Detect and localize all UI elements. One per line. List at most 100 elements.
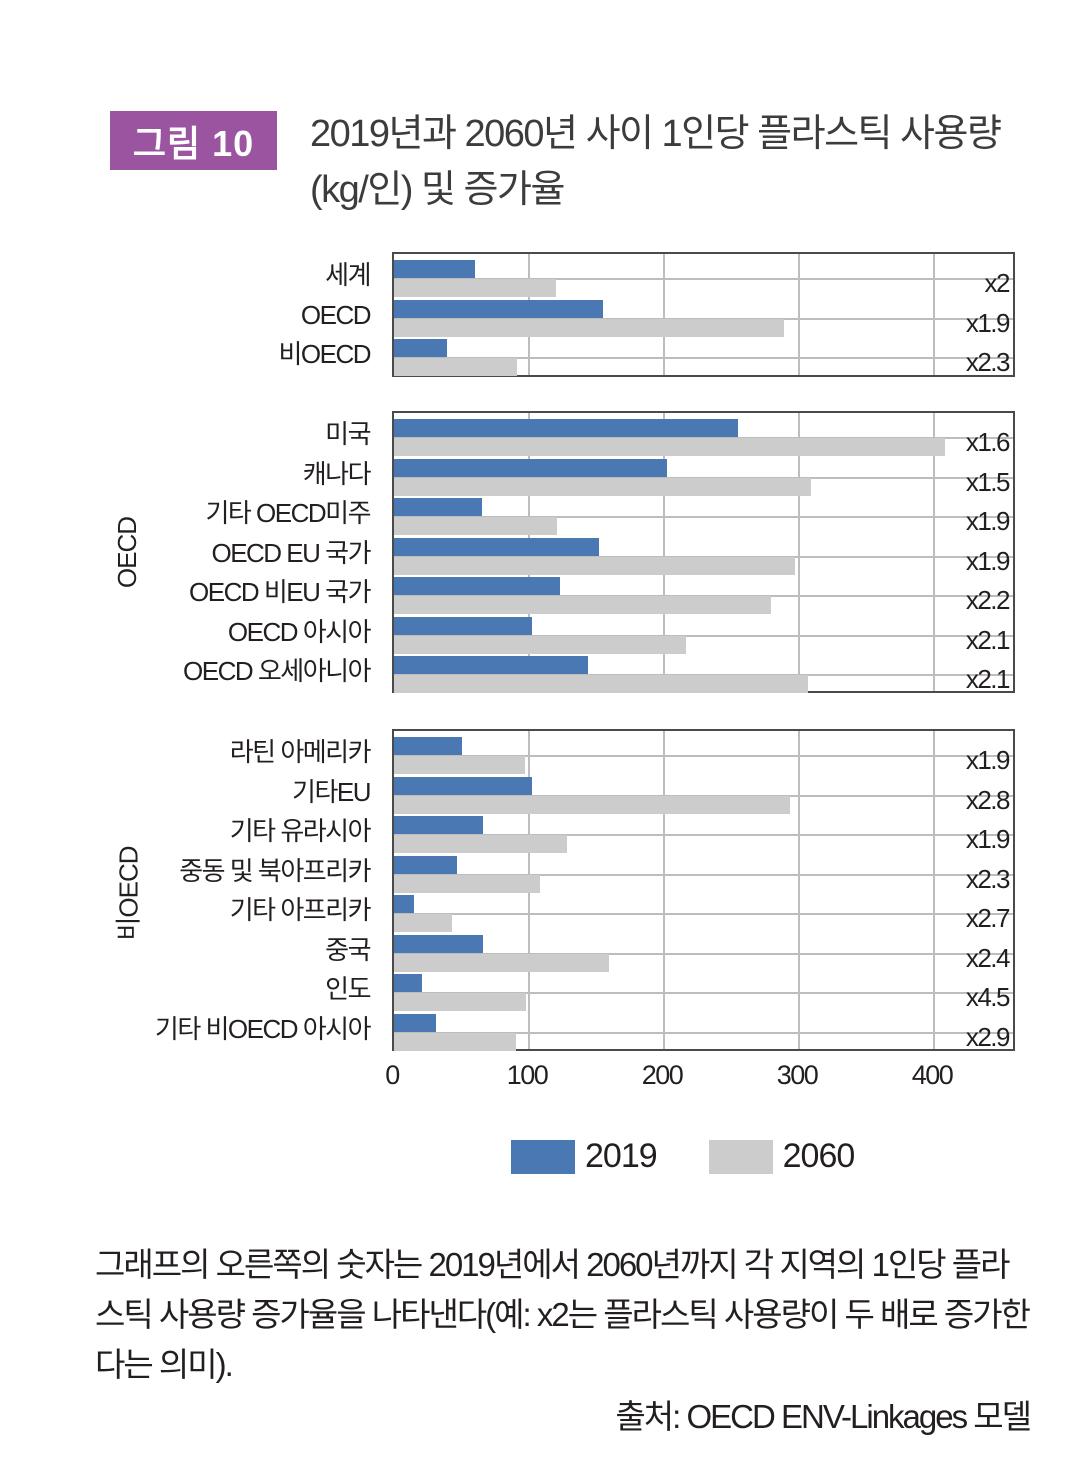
- bar-2060: [394, 1032, 516, 1051]
- x-tick-label: 100: [506, 1060, 549, 1090]
- gridline-400: [933, 413, 935, 691]
- category-label: 기타 아프리카: [229, 895, 372, 925]
- bar-2019: [394, 816, 484, 834]
- chart-panel-1: x2 x1.9 x2.3: [392, 252, 1015, 377]
- row-gridline: [394, 952, 1013, 955]
- growth-rate-label: x4.5: [965, 982, 1011, 1012]
- gridline-200: [663, 731, 665, 1049]
- bar-2019: [394, 498, 482, 516]
- bar-2060: [394, 477, 812, 496]
- growth-rate-label: x2.3: [965, 347, 1011, 377]
- x-tick-label: 0: [385, 1060, 400, 1090]
- gridline-200: [663, 254, 665, 375]
- bar-2019: [394, 737, 462, 755]
- growth-rate-label: x1.9: [965, 307, 1011, 338]
- row-gridline: [394, 913, 1013, 915]
- group-label-non-oecd: 비OECD: [113, 846, 144, 941]
- bar-2060: [394, 756, 525, 774]
- x-tick-label: 200: [641, 1060, 684, 1090]
- bar-2060: [394, 596, 771, 614]
- growth-rate-label: x1.9: [965, 824, 1011, 854]
- x-tick-label: 400: [911, 1060, 954, 1090]
- category-label: 라틴 아메리카: [229, 737, 372, 767]
- category-label: OECD: [300, 299, 372, 330]
- bar-2060: [394, 517, 558, 535]
- bar-2019: [394, 299, 604, 318]
- category-label: OECD 비EU 국가: [189, 577, 371, 607]
- row-gridline: [394, 634, 1013, 637]
- legend-swatch-2060: [708, 1139, 773, 1174]
- category-label: 캐나다: [302, 458, 372, 489]
- category-label: 인도: [325, 974, 371, 1004]
- growth-rate-label: x1.5: [965, 466, 1011, 497]
- category-label: 기타 비OECD 아시아: [154, 1013, 372, 1044]
- growth-rate-label: x2: [984, 268, 1011, 298]
- bar-2019: [394, 419, 739, 437]
- row-gridline: [394, 992, 1013, 994]
- growth-rate-label: x2.3: [965, 863, 1011, 894]
- category-label: 기타 OECD미주: [205, 498, 371, 528]
- bar-2060: [394, 358, 517, 376]
- bar-2060: [394, 635, 686, 654]
- legend: 2019 2060: [511, 1137, 906, 1176]
- legend-item-2019: 2019: [511, 1137, 658, 1176]
- gridline-400: [933, 254, 935, 375]
- category-label: 기타 유라시아: [229, 816, 372, 846]
- x-tick-label: 300: [776, 1060, 819, 1090]
- row-gridline: [394, 516, 1013, 518]
- bar-2019: [394, 974, 423, 992]
- group-label-oecd: OECD: [111, 516, 142, 589]
- growth-rate-label: x2.1: [965, 664, 1011, 694]
- legend-label-2060: 2060: [782, 1137, 856, 1175]
- row-gridline: [394, 357, 1013, 359]
- growth-rate-label: x2.4: [965, 942, 1011, 973]
- row-gridline: [394, 834, 1013, 836]
- bar-2019: [394, 577, 561, 595]
- category-label: 미국: [325, 419, 371, 449]
- source-note: 출처: OECD ENV-Linkages 모델: [615, 1398, 1032, 1435]
- growth-rate-label: x1.9: [965, 506, 1011, 536]
- growth-rate-label: x2.9: [965, 1021, 1011, 1052]
- growth-rate-label: x2.2: [965, 585, 1011, 615]
- category-label: OECD 오세아니아: [183, 656, 371, 686]
- growth-rate-label: x1.9: [965, 745, 1011, 775]
- row-gridline: [394, 278, 1013, 280]
- category-label: 중국: [325, 934, 371, 965]
- growth-rate-label: x2.7: [965, 903, 1011, 933]
- chart-panel-2: x1.6 x1.5 x1.9 x1.9 x2.2 x2.1 x2.1: [392, 411, 1015, 693]
- row-gridline: [394, 873, 1013, 876]
- category-label: 기타EU: [292, 776, 371, 807]
- chart-title: 2019년과 2060년 사이 1인당 플라스틱 사용량(kg/인) 및 증가율: [310, 113, 1002, 211]
- growth-rate-label: x1.9: [965, 545, 1011, 576]
- category-label: OECD EU 국가: [211, 537, 371, 568]
- bar-2019: [394, 656, 589, 674]
- bar-2060: [394, 835, 567, 853]
- bar-2019: [394, 537, 600, 556]
- bar-2060: [394, 279, 556, 297]
- category-label: 중동 및 북아프리카: [179, 855, 371, 886]
- bar-2060: [394, 675, 809, 693]
- bar-2019: [394, 458, 667, 477]
- bar-2060: [394, 556, 795, 575]
- gridline-300: [798, 731, 800, 1049]
- bar-2060: [394, 438, 945, 456]
- bar-2019: [394, 616, 532, 635]
- growth-rate-label: x2.1: [965, 624, 1011, 655]
- figure-badge: 그림 10: [110, 111, 277, 170]
- bar-2019: [394, 339, 447, 357]
- legend-label-2019: 2019: [585, 1137, 658, 1175]
- growth-rate-label: x2.8: [965, 784, 1011, 815]
- gridline-300: [798, 413, 800, 691]
- gridline-200: [663, 413, 665, 691]
- category-label: OECD 아시아: [227, 616, 372, 647]
- bar-2019: [394, 1013, 436, 1032]
- gridline-300: [798, 254, 800, 375]
- row-gridline: [394, 1031, 1013, 1034]
- legend-item-2060: 2060: [708, 1137, 856, 1176]
- bar-2060: [394, 874, 540, 893]
- chart-caption: 그래프의 오른쪽의 숫자는 2019년에서 2060년까지 각 지역의 1인당 …: [95, 1246, 1031, 1383]
- category-label: 세계: [325, 260, 371, 290]
- chart-panel-3: x1.9 x2.8 x1.9 x2.3 x2.7 x2.4 x4.5 x2.9: [392, 729, 1015, 1051]
- growth-rate-label: x1.6: [965, 427, 1011, 457]
- category-label: 비OECD: [278, 339, 371, 369]
